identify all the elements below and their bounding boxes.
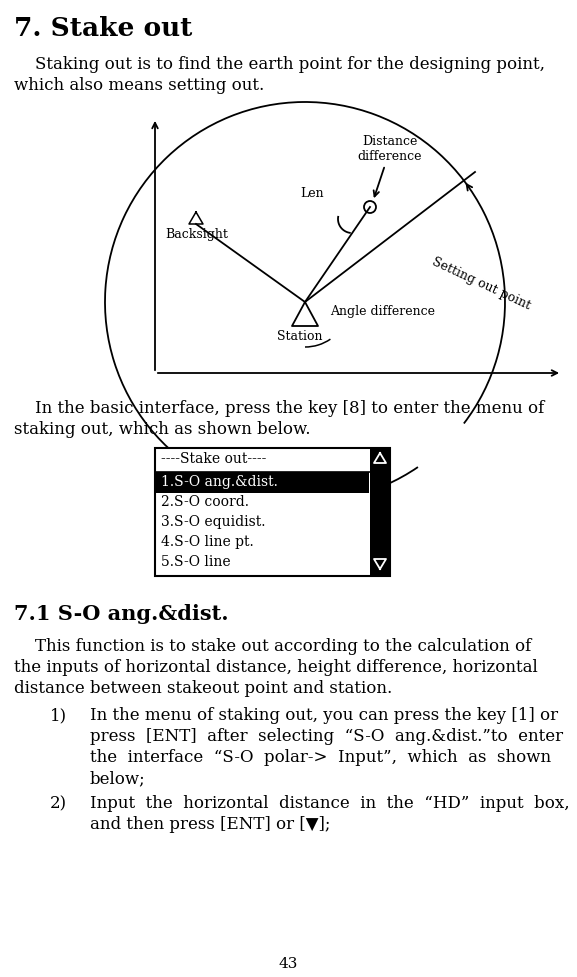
Text: and then press [ENT] or [▼];: and then press [ENT] or [▼]; xyxy=(90,816,331,833)
Text: In the menu of staking out, you can press the key [1] or: In the menu of staking out, you can pres… xyxy=(90,707,558,724)
Text: 1): 1) xyxy=(50,707,67,724)
Text: staking out, which as shown below.: staking out, which as shown below. xyxy=(14,421,310,438)
Bar xyxy=(370,449,389,575)
Bar xyxy=(156,472,369,493)
Text: below;: below; xyxy=(90,770,145,787)
Text: 43: 43 xyxy=(279,957,298,971)
Bar xyxy=(155,448,390,576)
Text: 1.S-O ang.&dist.: 1.S-O ang.&dist. xyxy=(161,475,278,489)
Text: This function is to stake out according to the calculation of: This function is to stake out according … xyxy=(14,638,531,655)
Text: 2.S-O coord.: 2.S-O coord. xyxy=(161,495,249,509)
Text: Distance
difference: Distance difference xyxy=(358,135,422,163)
Text: which also means setting out.: which also means setting out. xyxy=(14,77,264,94)
Text: 3.S-O equidist.: 3.S-O equidist. xyxy=(161,515,265,529)
Text: 2): 2) xyxy=(50,795,67,812)
Text: Input  the  horizontal  distance  in  the  “HD”  input  box,: Input the horizontal distance in the “HD… xyxy=(90,795,569,812)
Text: Setting out point: Setting out point xyxy=(430,255,533,312)
Text: the inputs of horizontal distance, height difference, horizontal: the inputs of horizontal distance, heigh… xyxy=(14,659,538,676)
Text: distance between stakeout point and station.: distance between stakeout point and stat… xyxy=(14,680,392,697)
Text: Station: Station xyxy=(278,330,323,343)
Text: 7.1 S-O ang.&dist.: 7.1 S-O ang.&dist. xyxy=(14,604,228,624)
Text: 5.S-O line: 5.S-O line xyxy=(161,555,231,569)
Text: Angle difference: Angle difference xyxy=(330,305,435,318)
Text: In the basic interface, press the key [8] to enter the menu of: In the basic interface, press the key [8… xyxy=(14,400,544,417)
Text: ----Stake out----: ----Stake out---- xyxy=(161,452,267,466)
Text: Staking out is to find the earth point for the designing point,: Staking out is to find the earth point f… xyxy=(14,56,545,73)
Text: Backsight: Backsight xyxy=(165,228,228,241)
Text: Len: Len xyxy=(300,187,324,200)
Text: 4.S-O line pt.: 4.S-O line pt. xyxy=(161,535,254,549)
Text: press  [ENT]  after  selecting  “S-O  ang.&dist.”to  enter: press [ENT] after selecting “S-O ang.&di… xyxy=(90,728,563,745)
Text: the  interface  “S-O  polar->  Input”,  which  as  shown: the interface “S-O polar-> Input”, which… xyxy=(90,749,551,766)
Text: 7. Stake out: 7. Stake out xyxy=(14,16,192,41)
